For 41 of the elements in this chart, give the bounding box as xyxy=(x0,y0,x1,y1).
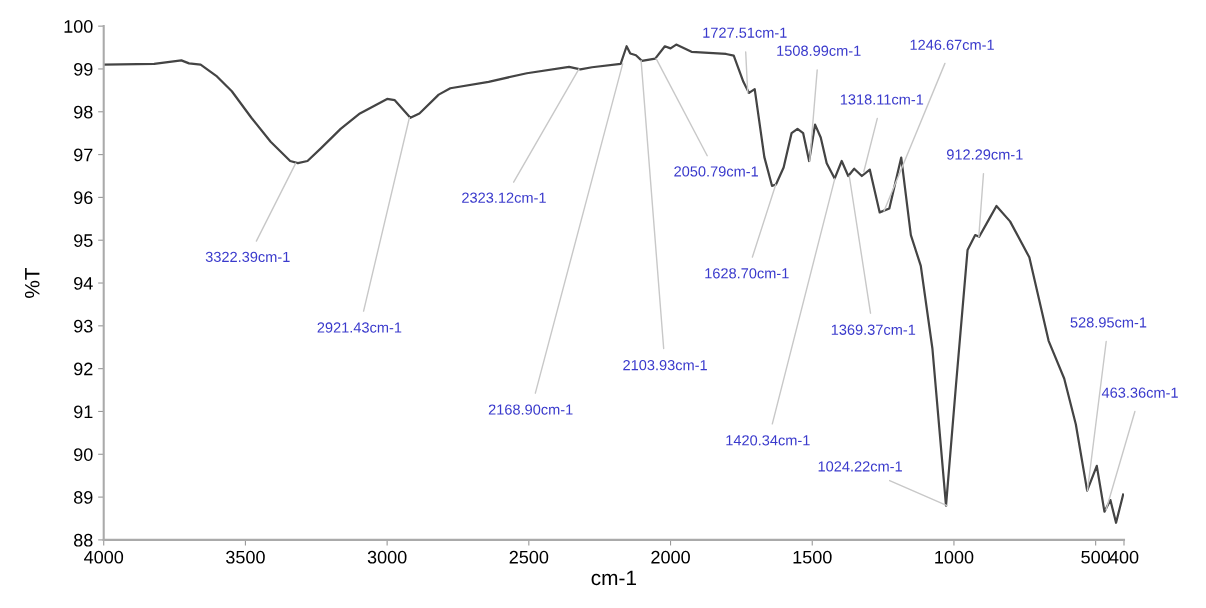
x-tick-label: 3000 xyxy=(367,550,407,564)
y-tick-label: 100 xyxy=(64,20,93,33)
y-tick-label: 98 xyxy=(74,105,93,119)
x-tick-label: 500 xyxy=(1081,550,1111,564)
annotation: 2323.12cm-1 xyxy=(462,192,546,203)
x-tick-label: 2000 xyxy=(651,550,690,564)
annotation: 463.36cm-1 xyxy=(1101,387,1178,398)
annotation: 1628.70cm-1 xyxy=(705,268,789,279)
y-tick-label: 92 xyxy=(74,362,93,376)
y-tick-label: 93 xyxy=(74,319,93,333)
annotation: 912.29cm-1 xyxy=(946,149,1023,160)
x-tick-label: 3500 xyxy=(226,550,265,564)
y-tick-label: 94 xyxy=(74,276,93,290)
y-axis-title: %T xyxy=(24,267,40,298)
annotation: 1024.22cm-1 xyxy=(818,461,902,472)
annotation: 2921.43cm-1 xyxy=(317,322,402,333)
annotation: 2050.79cm-1 xyxy=(674,166,758,177)
x-tick-label: 400 xyxy=(1109,550,1139,564)
annotation: 2168.90cm-1 xyxy=(488,404,573,415)
annotation: 1727.51cm-1 xyxy=(703,27,787,38)
y-tick-label: 96 xyxy=(74,191,93,205)
y-tick-label: 89 xyxy=(74,491,93,504)
annotation: 528.95cm-1 xyxy=(1070,317,1147,328)
y-tick-label: 99 xyxy=(74,62,93,76)
annotation: 1318.11cm-1 xyxy=(840,94,924,105)
annotation: 2103.93cm-1 xyxy=(623,359,707,371)
x-tick-label: 2500 xyxy=(509,550,549,564)
x-tick-label: 1500 xyxy=(793,550,832,564)
x-tick-label: 4000 xyxy=(84,550,124,564)
y-tick-label: 95 xyxy=(74,234,93,247)
y-tick-label: 97 xyxy=(74,148,93,162)
x-axis-title: cm-1 xyxy=(591,570,636,586)
y-tick-label: 90 xyxy=(74,448,93,461)
annotation: 1369.37cm-1 xyxy=(831,324,916,335)
y-tick-label: 88 xyxy=(74,533,93,547)
y-tick-label: 91 xyxy=(74,405,93,419)
annotation: 1508.99cm-1 xyxy=(777,45,861,56)
annotation: 3322.39cm-1 xyxy=(205,251,290,263)
annotation: 1246.67cm-1 xyxy=(910,39,994,51)
x-tick-label: 1000 xyxy=(935,550,974,564)
annotation: 1420.34cm-1 xyxy=(726,435,810,446)
